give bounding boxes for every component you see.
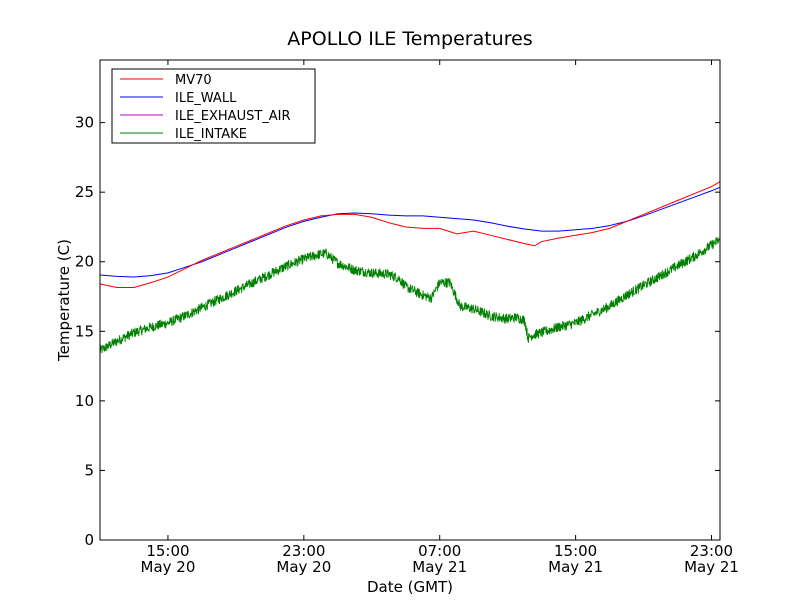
y-tick-label: 5 bbox=[84, 461, 94, 479]
plot-frame bbox=[99, 59, 721, 541]
legend-label: ILE_WALL bbox=[175, 91, 237, 106]
legend-box bbox=[111, 68, 316, 144]
series-line-ile-intake bbox=[99, 236, 721, 354]
x-tick-time: 07:00 bbox=[418, 542, 461, 560]
x-tick-time: 15:00 bbox=[146, 542, 189, 560]
x-tick-date: May 21 bbox=[412, 558, 467, 576]
y-tick-label: 30 bbox=[75, 114, 94, 132]
legend-label: ILE_INTAKE bbox=[175, 127, 247, 142]
y-axis-label: Temperature (C) bbox=[55, 239, 73, 362]
y-tick-label: 0 bbox=[84, 531, 94, 549]
legend: MV70 ILE_WALL ILE_EXHAUST_AIR ILE_INTAKE bbox=[111, 68, 316, 144]
x-tick-date: May 20 bbox=[276, 558, 331, 576]
y-tick-label: 10 bbox=[75, 392, 94, 410]
y-tick-label: 15 bbox=[75, 322, 94, 340]
x-tick-date: May 20 bbox=[141, 558, 196, 576]
x-tick-date: May 21 bbox=[684, 558, 739, 576]
legend-label: MV70 bbox=[175, 73, 212, 88]
x-tick-time: 23:00 bbox=[690, 542, 733, 560]
x-tick-date: May 21 bbox=[548, 558, 603, 576]
x-tick-time: 23:00 bbox=[282, 542, 325, 560]
y-tick-label: 25 bbox=[75, 183, 94, 201]
x-axis-label: Date (GMT) bbox=[367, 578, 453, 596]
series-line-mv70 bbox=[99, 181, 721, 288]
chart-title: APOLLO ILE Temperatures bbox=[287, 28, 532, 50]
series-layer bbox=[99, 181, 721, 354]
x-tick-time: 15:00 bbox=[554, 542, 597, 560]
legend-label: ILE_EXHAUST_AIR bbox=[175, 109, 291, 124]
y-tick-label: 20 bbox=[75, 253, 94, 271]
